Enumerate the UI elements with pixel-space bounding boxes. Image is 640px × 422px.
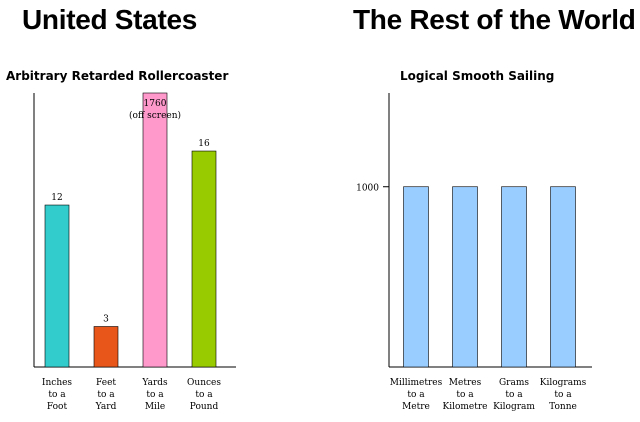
- rest-of-world-title: The Rest of the World: [353, 4, 636, 35]
- left-category-label: Foot: [47, 402, 68, 412]
- left-chart-title: Arbitrary Retarded Rollercoaster: [6, 69, 228, 83]
- left-value-label: 12: [51, 193, 62, 203]
- left-value-label: 1760: [144, 99, 167, 109]
- left-category-label: Mile: [145, 402, 165, 412]
- left-bar: [93, 326, 119, 368]
- left-value-label: 16: [198, 139, 210, 149]
- left-category-label: Feet: [96, 378, 116, 388]
- left-bar: [44, 204, 70, 368]
- left-category-label: Pound: [190, 402, 219, 412]
- left-annotation: (off screen): [129, 110, 181, 121]
- united-states-title: United States: [22, 4, 198, 35]
- left-bar: [142, 92, 168, 368]
- left-category-label: Yard: [95, 402, 117, 412]
- left-bar: [191, 150, 217, 368]
- left-category-label: to a: [48, 390, 66, 400]
- left-category-label: to a: [195, 390, 213, 400]
- left-category-label: to a: [97, 390, 115, 400]
- left-category-label: Inches: [42, 378, 73, 388]
- left-category-label: Yards: [141, 378, 168, 388]
- left-category-label: Ounces: [187, 378, 221, 388]
- left-category-label: to a: [146, 390, 164, 400]
- left-value-label: 3: [103, 315, 109, 325]
